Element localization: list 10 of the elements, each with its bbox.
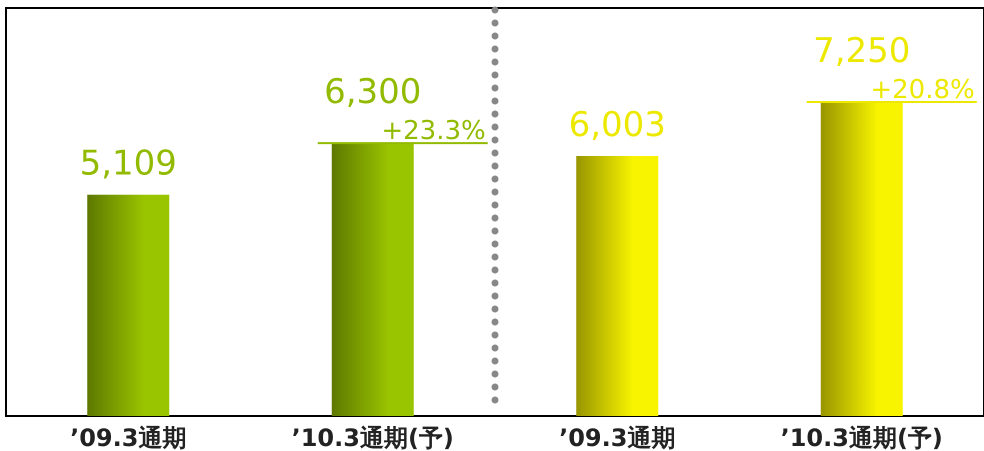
data-label: 7,250 xyxy=(813,31,910,71)
data-label: 6,300 xyxy=(324,72,422,112)
x-tick-label: ’10.3通期(予) xyxy=(780,424,943,451)
x-tick-label: ’09.3通期 xyxy=(559,424,676,451)
data-label: 6,003 xyxy=(568,105,666,146)
x-tick-label: ’09.3通期 xyxy=(70,424,186,451)
x-tick-label: ’10.3通期(予) xyxy=(292,424,454,451)
annotation: +20.8% xyxy=(870,75,975,105)
data-label: 5,109 xyxy=(80,144,177,184)
annotation: +23.3% xyxy=(381,116,486,146)
